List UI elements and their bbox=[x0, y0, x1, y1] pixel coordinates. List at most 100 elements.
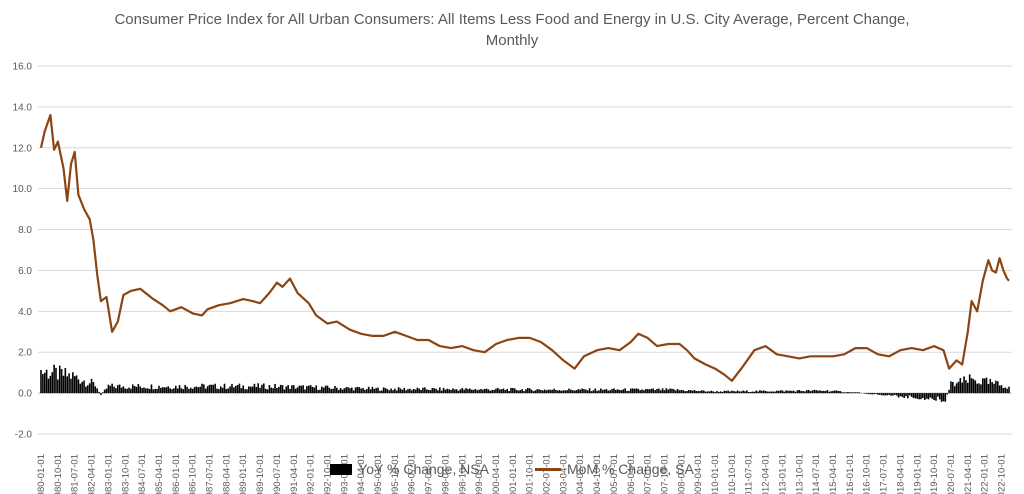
legend-label-yoy: YoY % Change, NSA bbox=[358, 461, 489, 477]
yoy-bar bbox=[590, 391, 593, 394]
yoy-bar bbox=[652, 388, 655, 394]
yoy-bar bbox=[68, 373, 70, 394]
x-tick-label: 1992-10-01 bbox=[322, 454, 333, 494]
yoy-bar bbox=[581, 388, 583, 394]
yoy-bar bbox=[291, 385, 293, 394]
yoy-bar bbox=[135, 386, 138, 394]
yoy-bar bbox=[42, 373, 44, 394]
yoy-bar bbox=[380, 390, 383, 394]
legend-item-mom: MoM % Change, SA bbox=[534, 461, 694, 477]
yoy-bar bbox=[948, 389, 950, 394]
yoy-bar bbox=[470, 389, 473, 394]
yoy-bar bbox=[85, 386, 87, 394]
yoy-bar bbox=[704, 391, 707, 394]
x-tick-label: 2016-10-01 bbox=[862, 454, 873, 494]
yoy-bar bbox=[774, 391, 776, 394]
yoy-bar bbox=[334, 385, 336, 394]
yoy-bar bbox=[901, 393, 904, 397]
yoy-bar bbox=[219, 386, 222, 394]
yoy-bar bbox=[416, 387, 419, 394]
yoy-bar bbox=[935, 393, 937, 401]
yoy-bar bbox=[199, 386, 201, 394]
yoy-bar bbox=[210, 384, 213, 394]
yoy-bar bbox=[761, 390, 763, 394]
yoy-bar bbox=[667, 389, 670, 394]
yoy-bar bbox=[285, 386, 288, 394]
yoy-bar bbox=[277, 387, 280, 394]
yoy-bar bbox=[822, 390, 825, 394]
y-tick-label: 12.0 bbox=[13, 143, 33, 154]
x-tick-label: 2003-04-01 bbox=[558, 454, 569, 494]
x-tick-label: 1990-07-01 bbox=[272, 454, 283, 494]
yoy-bar bbox=[538, 389, 540, 394]
yoy-bar bbox=[631, 388, 634, 394]
yoy-bar bbox=[107, 384, 110, 394]
x-tick-label: 2018-04-01 bbox=[895, 454, 906, 494]
yoy-bar bbox=[850, 392, 853, 394]
yoy-bar bbox=[98, 391, 100, 394]
x-tick-label: 2006-04-01 bbox=[626, 454, 637, 494]
yoy-bar bbox=[229, 386, 231, 394]
yoy-bar bbox=[365, 389, 368, 394]
yoy-bar bbox=[736, 390, 739, 394]
yoy-bar bbox=[734, 391, 737, 394]
yoy-bar bbox=[978, 383, 980, 394]
yoy-bar bbox=[317, 389, 319, 394]
x-tick-label: 1980-10-01 bbox=[53, 454, 64, 494]
yoy-bar bbox=[425, 389, 428, 394]
yoy-bar bbox=[534, 390, 537, 394]
yoy-bar bbox=[843, 392, 846, 394]
yoy-bar bbox=[244, 389, 246, 394]
yoy-bar bbox=[206, 386, 209, 394]
yoy-bar bbox=[259, 387, 261, 394]
yoy-bar bbox=[356, 386, 359, 394]
yoy-bar bbox=[369, 389, 372, 394]
x-tick-label: 2012-04-01 bbox=[761, 454, 772, 494]
yoy-bar bbox=[527, 388, 529, 394]
yoy-bar bbox=[772, 391, 774, 394]
yoy-bar bbox=[424, 387, 426, 394]
chart-title-line-1: Consumer Price Index for All Urban Consu… bbox=[114, 11, 910, 28]
yoy-bar bbox=[543, 389, 546, 394]
yoy-bar bbox=[221, 387, 224, 394]
yoy-bar bbox=[716, 390, 718, 394]
yoy-bar bbox=[671, 388, 673, 394]
y-tick-label: 16.0 bbox=[13, 62, 33, 73]
yoy-bar bbox=[251, 386, 254, 394]
yoy-bar bbox=[787, 390, 789, 394]
yoy-bar bbox=[92, 382, 95, 394]
yoy-bar bbox=[588, 388, 591, 394]
yoy-bar bbox=[343, 388, 346, 394]
yoy-bar bbox=[429, 390, 432, 394]
yoy-bar bbox=[418, 388, 421, 394]
yoy-bar bbox=[476, 390, 479, 394]
yoy-bar bbox=[182, 389, 185, 394]
yoy-bar bbox=[646, 389, 649, 394]
yoy-bar bbox=[811, 390, 814, 394]
x-tick-label: 2022-01-01 bbox=[980, 454, 991, 494]
yoy-bar bbox=[397, 387, 400, 394]
x-tick-label: 2016-01-01 bbox=[845, 454, 856, 494]
yoy-bar bbox=[521, 389, 523, 394]
yoy-bar bbox=[673, 389, 675, 394]
yoy-bar bbox=[570, 389, 572, 394]
yoy-bar bbox=[783, 391, 786, 394]
yoy-bar bbox=[701, 390, 703, 394]
yoy-bar bbox=[601, 389, 604, 394]
x-tick-label: 1998-10-01 bbox=[457, 454, 468, 494]
y-tick-label: -2.0 bbox=[15, 430, 33, 441]
yoy-bar bbox=[1006, 388, 1008, 394]
yoy-bar bbox=[669, 388, 671, 394]
yoy-bar bbox=[824, 390, 827, 394]
yoy-bar bbox=[837, 391, 840, 394]
chart-legend: YoY % Change, NSA MoM % Change, SA bbox=[0, 461, 1024, 477]
yoy-bar bbox=[723, 390, 726, 394]
yoy-bar bbox=[126, 388, 128, 394]
yoy-bar bbox=[867, 393, 870, 395]
x-tick-label: 1985-04-01 bbox=[154, 454, 165, 494]
yoy-bar bbox=[989, 379, 992, 394]
yoy-bar bbox=[446, 388, 449, 394]
yoy-bar bbox=[409, 388, 411, 394]
yoy-bar bbox=[944, 393, 947, 402]
x-tick-label: 2014-07-01 bbox=[811, 454, 822, 494]
